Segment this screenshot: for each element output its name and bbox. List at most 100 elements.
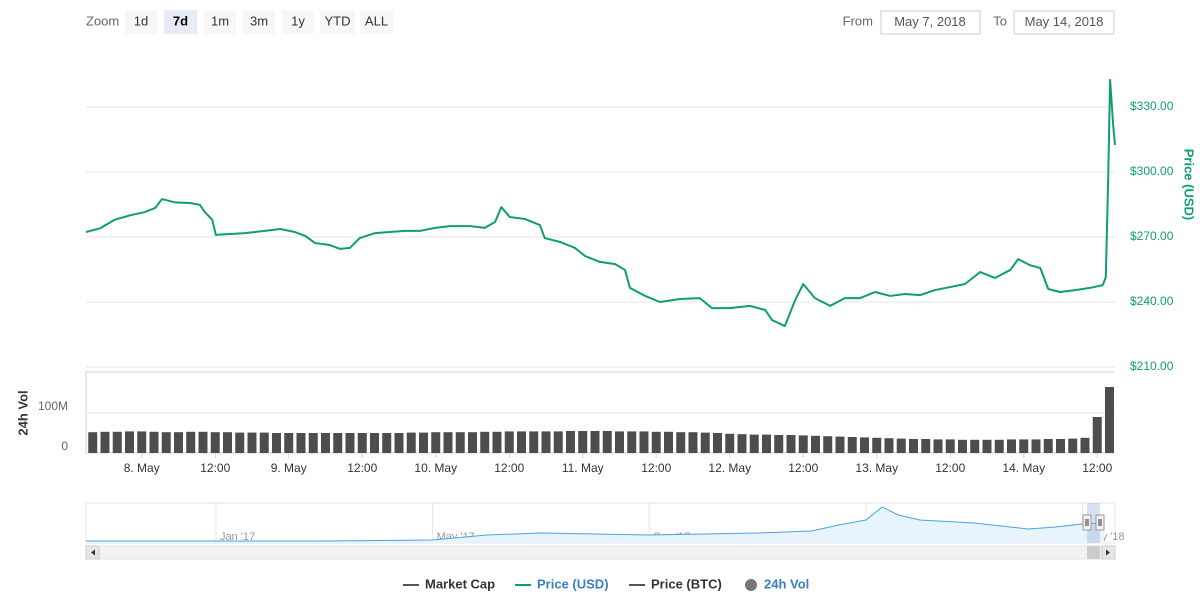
zoom-button-label: YTD [325,13,351,28]
legend-label[interactable]: 24h Vol [764,576,809,591]
volume-bar [418,432,428,453]
x-tick-label: 12:00 [935,461,965,475]
volume-bar [1104,387,1114,453]
x-tick-label: 13. May [855,461,898,475]
volume-bar [761,434,771,453]
volume-bar [382,433,392,453]
volume-bar [774,435,784,453]
volume-bar [908,439,918,453]
volume-bar [137,431,147,453]
navigator-handle[interactable] [1082,514,1092,531]
zoom-button[interactable] [125,10,157,34]
volume-bar [614,431,624,453]
x-tick-label: 11. May [562,461,604,475]
zoom-button[interactable] [204,10,236,34]
legend-symbol[interactable] [745,579,757,591]
y-tick-label: $300.00 [1130,164,1174,178]
zoom-button-label: 1m [211,13,229,28]
volume-bar [798,435,808,453]
volume-bar [884,438,894,453]
volume-bar [345,433,355,453]
volume-bar [896,438,906,453]
volume-bar [186,431,196,453]
volume-bar [663,431,673,453]
x-tick-label: 12:00 [200,461,230,475]
navigator-mask [1087,503,1100,543]
volume-bar [247,432,257,453]
navigator-tick-label: Jan '17 [220,531,255,543]
volume-bar [259,432,269,453]
zoom-button[interactable] [282,10,314,34]
volume-bar [357,433,367,453]
volume-bar [725,433,735,453]
volume-bar [210,432,220,453]
volume-bar [198,431,208,453]
x-tick-label: 12:00 [788,461,818,475]
volume-bar [737,434,747,453]
volume-bar [455,432,465,453]
volume-bar [982,439,992,453]
volume-bar [602,431,612,453]
volume-bar [492,431,502,453]
legend-label[interactable]: Price (USD) [537,576,609,591]
scrollbar-thumb[interactable] [1087,546,1100,559]
volume-bar [945,439,955,453]
to-label: To [993,13,1007,28]
volume-bar [1031,439,1041,453]
x-tick-label: 10. May [414,461,457,475]
scrollbar-track [85,545,1116,560]
volume-bar [504,431,514,453]
legend-label[interactable]: Market Cap [425,576,495,591]
y-tick-label: 100M [38,399,68,413]
zoom-button[interactable] [243,10,275,34]
zoom-button[interactable] [164,10,197,34]
volume-bar [749,434,759,453]
legend-label[interactable]: Price (BTC) [651,576,722,591]
zoom-button-label: 1d [134,13,148,28]
x-tick-label: 9. May [271,461,307,475]
price-line [85,78,1116,328]
zoom-button[interactable] [360,10,393,34]
zoom-button[interactable] [320,10,355,34]
navigator-area-fill [86,507,1105,543]
volume-bar [627,431,637,453]
navigator-handle[interactable] [1095,514,1105,531]
y-axis-label: Price (USD) [1182,149,1197,221]
y-tick-label: $210.00 [1130,359,1174,373]
volume-bar [1055,439,1065,453]
volume-bar [161,432,171,453]
volume-bar [369,433,379,453]
x-tick-label: 14. May [1002,461,1045,475]
zoom-button-label: 1y [291,13,305,28]
volume-bar [847,437,857,453]
x-tick-label: 8. May [124,461,160,475]
volume-bar [1092,417,1102,453]
from-label: From [843,13,873,28]
volume-bar [712,433,722,453]
volume-bar [578,431,588,453]
volume-bar [124,431,134,453]
to-date: May 14, 2018 [1025,14,1104,29]
volume-bar [565,431,575,453]
volume-bar [921,439,931,453]
volume-bar [406,432,416,453]
volume-bar [88,432,98,453]
x-tick-label: 12:00 [641,461,671,475]
volume-bar [700,432,710,453]
volume-bar [639,431,649,453]
x-tick-label: 12. May [708,461,751,475]
volume-bar [529,431,539,453]
scrollbar-right-arrow [1106,549,1110,556]
to-input[interactable] [1013,10,1115,35]
volume-bar [994,439,1004,453]
volume-bar [308,433,318,453]
from-input[interactable] [880,10,981,35]
volume-bar [1019,439,1029,453]
y-tick-label: $330.00 [1130,99,1174,113]
volume-bar [394,433,404,453]
volume-bar [970,439,980,453]
x-tick-label: 12:00 [347,461,377,475]
volume-bar [590,431,600,453]
